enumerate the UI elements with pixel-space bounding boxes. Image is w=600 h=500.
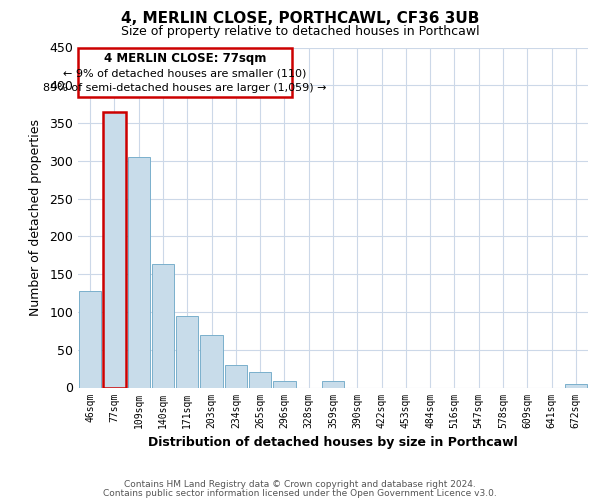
Bar <box>176 316 199 388</box>
Text: Size of property relative to detached houses in Porthcawl: Size of property relative to detached ho… <box>121 25 479 38</box>
Text: 4 MERLIN CLOSE: 77sqm: 4 MERLIN CLOSE: 77sqm <box>104 52 266 65</box>
Y-axis label: Number of detached properties: Number of detached properties <box>29 119 43 316</box>
Text: Contains HM Land Registry data © Crown copyright and database right 2024.: Contains HM Land Registry data © Crown c… <box>124 480 476 489</box>
Bar <box>249 372 271 388</box>
Text: 4, MERLIN CLOSE, PORTHCAWL, CF36 3UB: 4, MERLIN CLOSE, PORTHCAWL, CF36 3UB <box>121 11 479 26</box>
Bar <box>152 264 174 388</box>
X-axis label: Distribution of detached houses by size in Porthcawl: Distribution of detached houses by size … <box>148 436 518 449</box>
Text: 89% of semi-detached houses are larger (1,059) →: 89% of semi-detached houses are larger (… <box>43 83 327 93</box>
Bar <box>273 382 296 388</box>
FancyBboxPatch shape <box>79 48 292 96</box>
Bar <box>224 365 247 388</box>
Bar <box>200 334 223 388</box>
Bar <box>79 291 101 388</box>
Text: Contains public sector information licensed under the Open Government Licence v3: Contains public sector information licen… <box>103 489 497 498</box>
Bar <box>322 380 344 388</box>
Bar <box>103 112 125 388</box>
Text: ← 9% of detached houses are smaller (110): ← 9% of detached houses are smaller (110… <box>64 68 307 78</box>
Bar <box>128 157 150 388</box>
Bar <box>565 384 587 388</box>
